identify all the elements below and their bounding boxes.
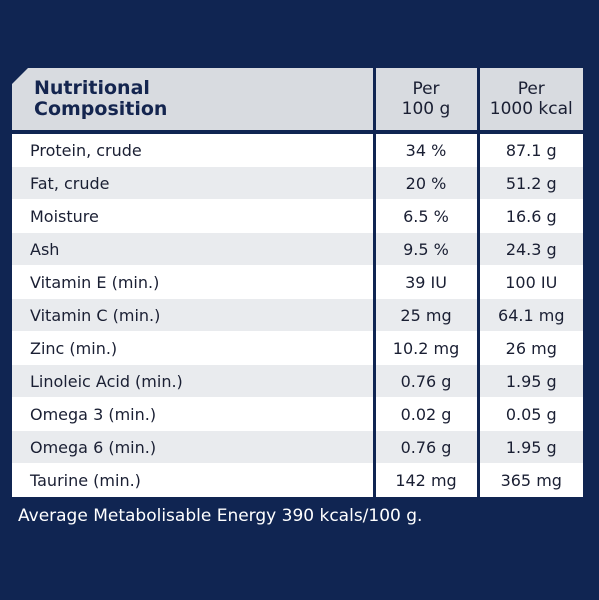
value-per-1000kcal: 16.6 g xyxy=(478,199,583,233)
value-per-100g: 9.5 % xyxy=(374,232,480,266)
value-per-1000kcal: 51.2 g xyxy=(478,166,583,200)
header-name-line2: Composition xyxy=(34,98,168,120)
nutrient-name: Linoleic Acid (min.) xyxy=(12,364,376,398)
table-row: Fat, crude 20 % 51.2 g xyxy=(12,166,583,200)
value-per-1000kcal: 1.95 g xyxy=(478,364,583,398)
header-col2-line1: Per xyxy=(412,79,440,99)
value-per-100g: 6.5 % xyxy=(374,199,480,233)
value-per-100g: 34 % xyxy=(374,134,480,167)
header-corner-notch xyxy=(12,68,28,84)
table-row: Omega 3 (min.) 0.02 g 0.05 g xyxy=(12,397,583,431)
header-per-1000kcal: Per 1000 kcal xyxy=(478,68,583,130)
nutrient-name: Omega 6 (min.) xyxy=(12,430,376,464)
value-per-100g: 0.02 g xyxy=(374,397,480,431)
nutrient-name: Protein, crude xyxy=(12,134,376,167)
value-per-100g: 25 mg xyxy=(374,298,480,332)
table-row: Taurine (min.) 142 mg 365 mg xyxy=(12,463,583,497)
table-row: Protein, crude 34 % 87.1 g xyxy=(12,134,583,167)
header-name-line1: Nutritional xyxy=(34,77,150,99)
table-row: Omega 6 (min.) 0.76 g 1.95 g xyxy=(12,430,583,464)
value-per-100g: 10.2 mg xyxy=(374,331,480,365)
nutrient-name: Omega 3 (min.) xyxy=(12,397,376,431)
nutrient-name: Ash xyxy=(12,232,376,266)
value-per-1000kcal: 0.05 g xyxy=(478,397,583,431)
table-row: Moisture 6.5 % 16.6 g xyxy=(12,199,583,233)
header-col3-line1: Per xyxy=(517,79,545,99)
header-nutritional-composition: Nutritional Composition xyxy=(12,68,376,130)
table-row: Vitamin C (min.) 25 mg 64.1 mg xyxy=(12,298,583,332)
value-per-1000kcal: 64.1 mg xyxy=(478,298,583,332)
value-per-1000kcal: 24.3 g xyxy=(478,232,583,266)
table-row: Vitamin E (min.) 39 IU 100 IU xyxy=(12,265,583,299)
header-col3-line2: 1000 kcal xyxy=(489,99,573,119)
table-header-row: Nutritional Composition Per 100 g Per 10… xyxy=(12,68,583,130)
nutrient-name: Vitamin E (min.) xyxy=(12,265,376,299)
value-per-1000kcal: 100 IU xyxy=(478,265,583,299)
table-row: Linoleic Acid (min.) 0.76 g 1.95 g xyxy=(12,364,583,398)
table-row: Ash 9.5 % 24.3 g xyxy=(12,232,583,266)
nutrition-table-panel: Nutritional Composition Per 100 g Per 10… xyxy=(12,68,583,497)
header-col2-line2: 100 g xyxy=(401,99,451,119)
value-per-100g: 0.76 g xyxy=(374,430,480,464)
value-per-100g: 20 % xyxy=(374,166,480,200)
nutrient-name: Zinc (min.) xyxy=(12,331,376,365)
nutrient-name: Taurine (min.) xyxy=(12,463,376,497)
energy-footnote: Average Metabolisable Energy 390 kcals/1… xyxy=(18,506,423,526)
nutrient-name: Moisture xyxy=(12,199,376,233)
header-per-100g: Per 100 g xyxy=(374,68,480,130)
value-per-1000kcal: 1.95 g xyxy=(478,430,583,464)
value-per-100g: 0.76 g xyxy=(374,364,480,398)
nutrient-name: Vitamin C (min.) xyxy=(12,298,376,332)
value-per-100g: 142 mg xyxy=(374,463,480,497)
value-per-1000kcal: 365 mg xyxy=(478,463,583,497)
value-per-1000kcal: 26 mg xyxy=(478,331,583,365)
nutrient-name: Fat, crude xyxy=(12,166,376,200)
nutrition-table: Nutritional Composition Per 100 g Per 10… xyxy=(12,68,583,497)
table-row: Zinc (min.) 10.2 mg 26 mg xyxy=(12,331,583,365)
value-per-100g: 39 IU xyxy=(374,265,480,299)
value-per-1000kcal: 87.1 g xyxy=(478,134,583,167)
